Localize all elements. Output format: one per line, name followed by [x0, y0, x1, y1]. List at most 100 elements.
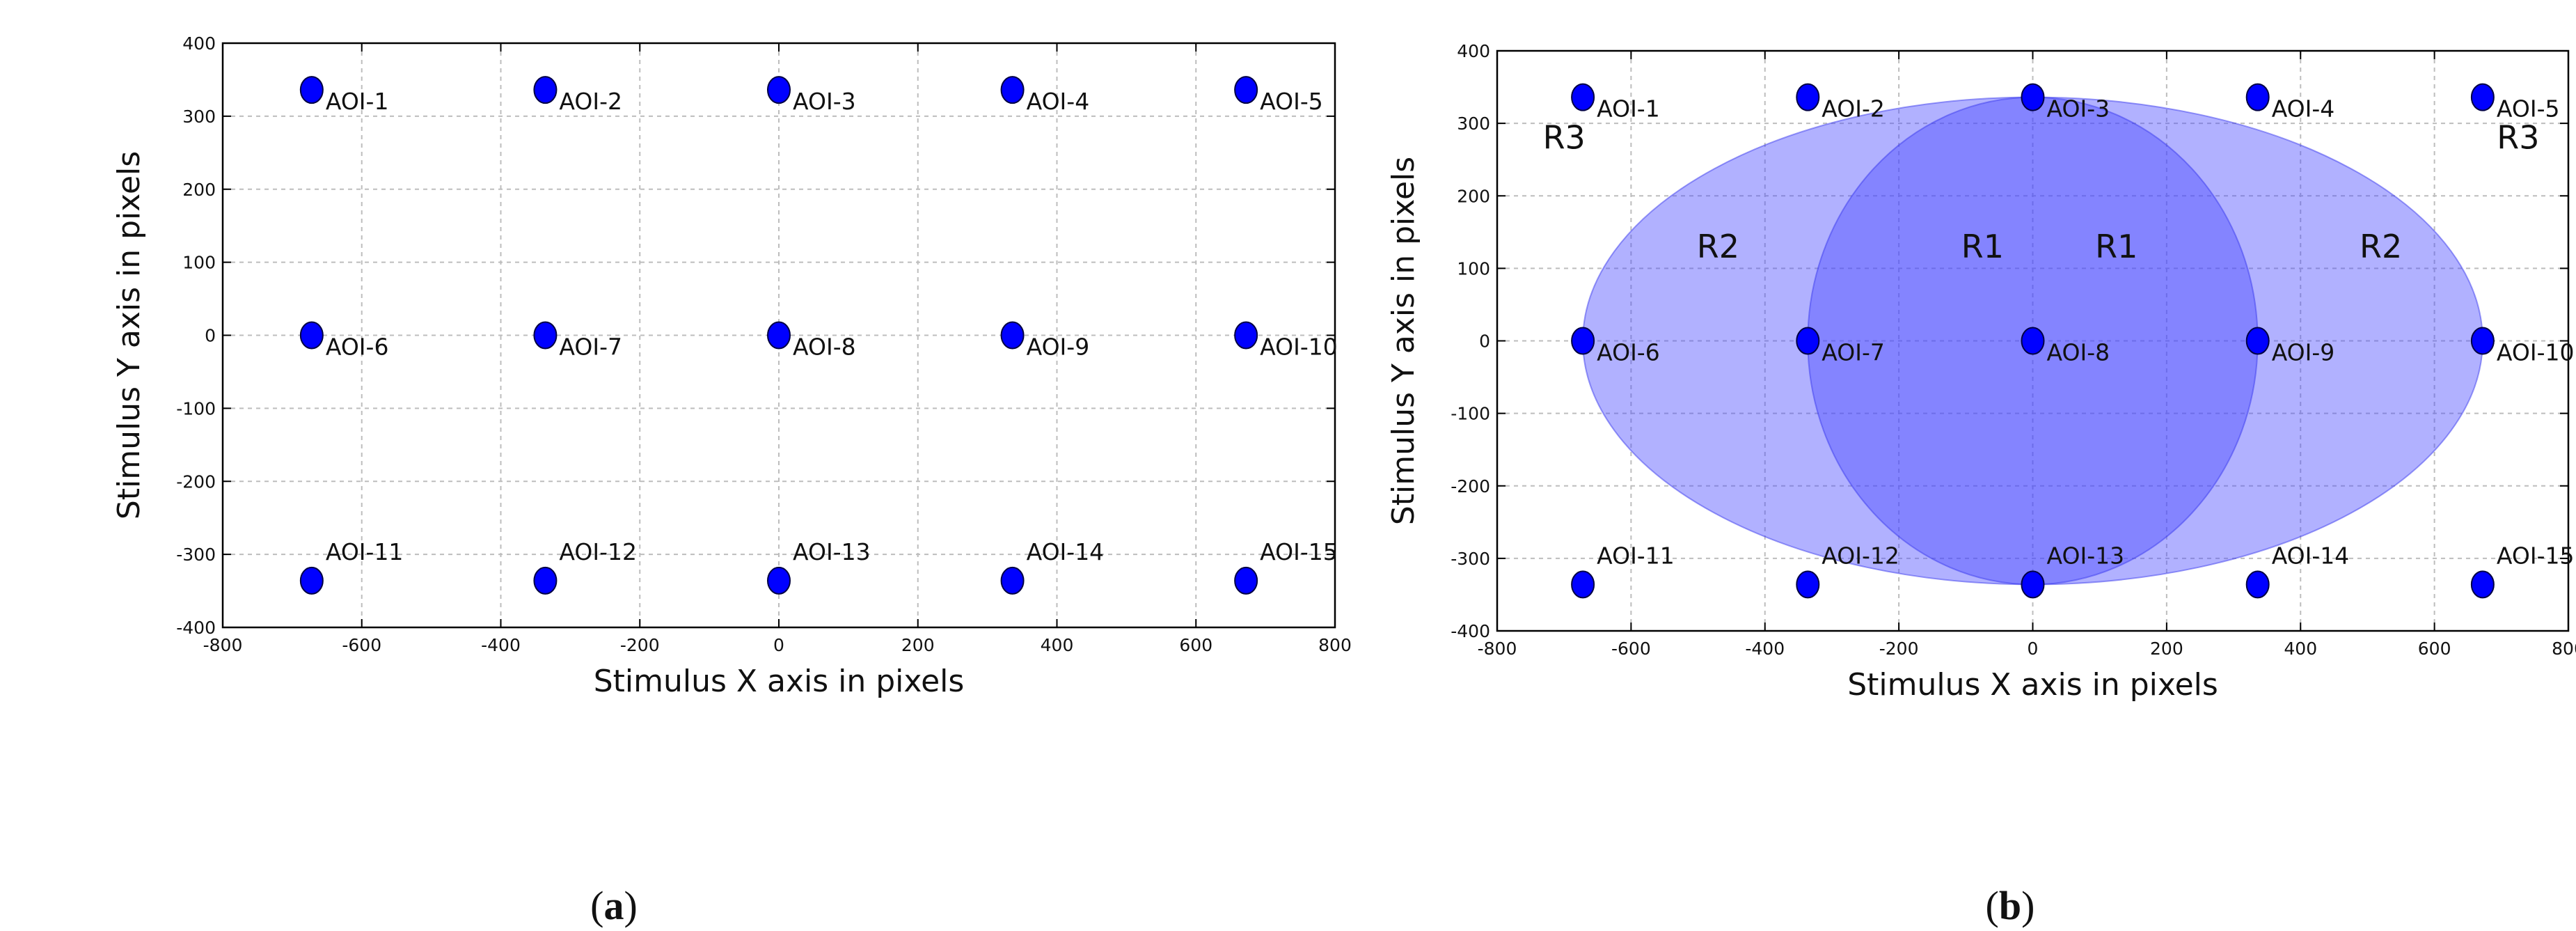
- region-label: R1: [1961, 228, 2004, 265]
- region-label: R1: [2095, 228, 2138, 265]
- caption-close: ): [2021, 883, 2034, 928]
- x-tick-label: -400: [1745, 639, 1785, 659]
- aoi-marker: [2021, 83, 2045, 111]
- y-tick-label: 100: [1457, 258, 1490, 279]
- aoi-label: AOI-10: [2497, 339, 2575, 366]
- aoi-marker: [1571, 327, 1595, 355]
- aoi-label: AOI-8: [2047, 339, 2110, 366]
- aoi-marker: [1000, 321, 1025, 350]
- y-tick-label: -400: [176, 618, 216, 638]
- aoi-marker: [1000, 76, 1025, 104]
- aoi-label: AOI-14: [1027, 538, 1105, 565]
- aoi-marker: [1234, 76, 1258, 104]
- aoi-label: AOI-5: [2497, 95, 2560, 123]
- aoi-marker: [1571, 570, 1595, 599]
- caption-close: ): [624, 883, 638, 928]
- aoi-marker: [2470, 83, 2495, 111]
- aoi-marker: [299, 566, 324, 595]
- chart-panel-a: -800 -600 -400 -200 0 200 400 600 800 -400 -300 -20…: [111, 33, 1352, 928]
- y-tick-label: -200: [176, 471, 216, 492]
- aoi-label: AOI-3: [2047, 95, 2110, 123]
- aoi-marker: [767, 321, 791, 350]
- x-tick-label: 800: [1318, 635, 1352, 655]
- x-axis-title: Stimulus X axis in pixels: [1847, 667, 2218, 703]
- aoi-marker: [533, 321, 558, 350]
- y-tick-label: -100: [176, 398, 216, 418]
- caption-letter: a: [604, 883, 624, 928]
- region-label: R3: [2497, 119, 2539, 157]
- y-tick-label: 400: [1457, 41, 1490, 61]
- aoi-label: AOI-9: [1027, 334, 1090, 361]
- region-label: R2: [1697, 228, 1739, 265]
- aoi-label: AOI-12: [1822, 542, 1899, 569]
- aoi-label: AOI-13: [793, 538, 871, 565]
- aoi-marker: [1234, 566, 1258, 595]
- x-tick-label: 400: [2284, 639, 2317, 659]
- aoi-marker: [1234, 321, 1258, 350]
- aoi-label: AOI-15: [1260, 538, 1338, 565]
- x-tick-label: 0: [773, 635, 784, 655]
- x-axis-title: Stimulus X axis in pixels: [594, 664, 965, 699]
- aoi-marker: [533, 566, 558, 595]
- aoi-marker: [2470, 327, 2495, 355]
- x-tick-label: 200: [2150, 639, 2183, 659]
- y-tick-label: 0: [1479, 331, 1490, 352]
- region-label: R2: [2360, 228, 2402, 265]
- x-tick-label: -200: [620, 635, 660, 655]
- aoi-marker: [767, 76, 791, 104]
- aoi-marker: [2021, 570, 2045, 599]
- x-tick-label: -800: [203, 635, 243, 655]
- aoi-label: AOI-2: [1822, 95, 1885, 123]
- aoi-marker: [1571, 83, 1595, 111]
- y-tick-label: -100: [1451, 404, 1490, 424]
- aoi-label: AOI-6: [1597, 339, 1660, 366]
- y-axis-title: Stimulus Y axis in pixels: [1386, 157, 1421, 525]
- aoi-marker: [533, 76, 558, 104]
- y-tick-label: 0: [205, 326, 216, 346]
- aoi-label: AOI-3: [793, 88, 856, 115]
- panel-caption: (b): [1986, 883, 2035, 928]
- aoi-label: AOI-11: [326, 538, 404, 565]
- x-tick-label: 600: [1179, 635, 1212, 655]
- caption-open: (: [1986, 883, 1999, 928]
- x-tick-label: -400: [481, 635, 521, 655]
- aoi-marker: [1796, 327, 1820, 355]
- aoi-label: AOI-4: [2272, 95, 2335, 123]
- y-tick-label: 300: [182, 107, 216, 127]
- aoi-label: AOI-8: [793, 334, 856, 361]
- aoi-label: AOI-2: [559, 88, 622, 115]
- caption-open: (: [590, 883, 603, 928]
- x-tick-label: 200: [901, 635, 935, 655]
- x-tick-label: -800: [1478, 639, 1517, 659]
- aoi-label: AOI-11: [1597, 542, 1675, 569]
- aoi-marker: [299, 76, 324, 104]
- aoi-marker: [2245, 570, 2270, 599]
- x-tick-label: -600: [1611, 639, 1651, 659]
- aoi-marker: [2245, 83, 2270, 111]
- aoi-label: AOI-7: [559, 334, 622, 361]
- x-tick-label: -200: [1879, 639, 1919, 659]
- aoi-marker: [2470, 570, 2495, 599]
- aoi-label: AOI-13: [2047, 542, 2125, 569]
- y-tick-label: -400: [1451, 621, 1490, 641]
- aoi-marker: [1796, 570, 1820, 599]
- aoi-marker: [2021, 327, 2045, 355]
- aoi-label: AOI-10: [1260, 334, 1338, 361]
- aoi-marker: [767, 566, 791, 595]
- aoi-label: AOI-1: [1597, 95, 1660, 123]
- x-tick-label: -600: [342, 635, 381, 655]
- aoi-label: AOI-14: [2272, 542, 2350, 569]
- caption-letter: b: [1999, 883, 2021, 928]
- aoi-marker: [1000, 566, 1025, 595]
- y-tick-label: 100: [182, 253, 216, 273]
- aoi-label: AOI-4: [1027, 88, 1090, 115]
- aoi-label: AOI-15: [2497, 542, 2575, 569]
- aoi-marker: [2245, 327, 2270, 355]
- panel-caption: (a): [590, 883, 638, 928]
- x-tick-label: 0: [2028, 639, 2039, 659]
- y-tick-label: -200: [1451, 476, 1490, 496]
- x-tick-label: 800: [2552, 639, 2576, 659]
- aoi-label: AOI-6: [326, 334, 389, 361]
- chart-panel-b: -800 -600 -400 -200 0 200 400 600 800 -400 -300 -20…: [1386, 41, 2576, 928]
